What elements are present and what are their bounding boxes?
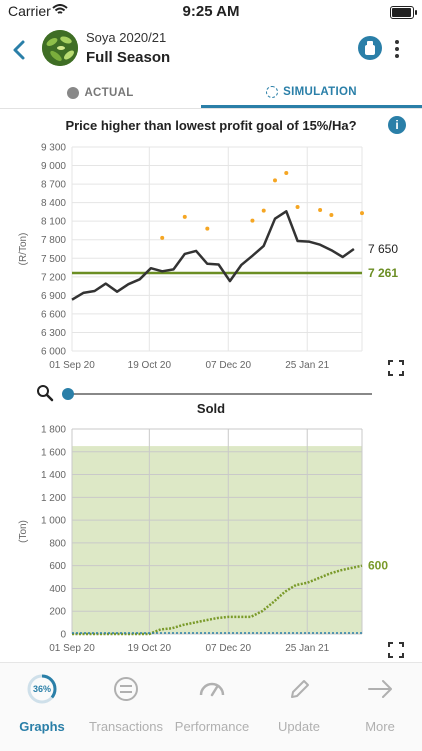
gauge-icon <box>199 682 225 697</box>
target-price-point <box>284 170 289 175</box>
pencil-icon <box>291 680 309 698</box>
y-axis-label: (Ton) <box>18 520 29 543</box>
target-price-point <box>273 178 277 183</box>
price-chart: 9 300 9 000 8 700 8 400 8 100 7 800 7 500 7 200… <box>18 143 398 372</box>
magnifier-icon <box>37 385 54 402</box>
y-tick-label: 7 500 <box>41 254 66 265</box>
y-tick-label: 0 <box>60 630 66 641</box>
transactions-icon <box>114 677 138 701</box>
y-tick-label: 600 <box>49 561 66 572</box>
crop-photo-icon <box>42 30 78 66</box>
nav-more[interactable]: More <box>338 663 422 751</box>
y-tick-label: 6 300 <box>41 328 66 339</box>
nav-transactions-label: Transactions <box>89 719 163 734</box>
y-tick-label: 1 600 <box>41 447 66 458</box>
arrow-right-icon <box>368 680 392 698</box>
y-tick-label: 1 800 <box>41 425 66 436</box>
target-price-point <box>318 208 323 213</box>
zoom-slider-track[interactable] <box>66 393 372 395</box>
user-profile-button[interactable] <box>358 36 382 60</box>
x-tick-label: 07 Dec 20 <box>205 643 251 654</box>
simulation-icon <box>266 85 279 98</box>
y-tick-label: 1 000 <box>41 516 66 527</box>
price-chart-title: Price higher than lowest profit goal of … <box>65 118 357 133</box>
crop-avatar <box>42 30 78 66</box>
app-header: Soya 2020/21 Full Season <box>0 24 422 76</box>
nav-performance-label: Performance <box>174 719 250 734</box>
fullscreen-icon[interactable] <box>388 642 404 658</box>
nav-performance[interactable]: Performance <box>170 663 254 751</box>
y-tick-label: 8 700 <box>41 180 66 191</box>
farmer-icon <box>359 37 381 59</box>
target-price-point <box>329 213 334 217</box>
sold-value-label: 600 <box>368 559 388 573</box>
progress-ring-icon <box>27 674 57 704</box>
crop-name: Soya 2020/21 <box>86 30 167 45</box>
status-bar: Carrier 9:25 AM <box>0 0 422 24</box>
info-icon[interactable]: i <box>388 116 406 134</box>
zoom-slider-thumb[interactable] <box>62 388 74 400</box>
target-area <box>72 446 362 634</box>
tab-simulation-label: SIMULATION <box>283 85 357 98</box>
view-tabs: ACTUAL SIMULATION <box>0 78 422 109</box>
y-tick-label: 800 <box>49 538 66 549</box>
y-axis-label: (R/Ton) <box>18 233 29 266</box>
tab-simulation[interactable]: SIMULATION <box>201 78 422 108</box>
nav-update[interactable]: Update <box>257 663 341 751</box>
nav-transactions[interactable]: Transactions <box>84 663 168 751</box>
sold-chart: 1 800 1 600 1 400 1 200 1 000 800 600 400 200 0 01… <box>18 425 388 655</box>
target-price-point <box>205 226 210 231</box>
season-name: Full Season <box>86 49 171 66</box>
y-tick-label: 6 900 <box>41 291 66 302</box>
x-tick-label: 01 Sep 20 <box>49 643 95 654</box>
x-tick-label: 19 Oct 20 <box>128 643 172 654</box>
target-price-point <box>182 214 187 219</box>
bottom-navigation: 36% Graphs Transactions Performance Upda… <box>0 662 422 751</box>
sold-chart-title: Sold <box>196 401 226 416</box>
wifi-icon <box>52 4 68 14</box>
x-tick-label: 07 Dec 20 <box>205 360 251 371</box>
target-price-point <box>250 218 255 223</box>
sold-line <box>72 564 363 636</box>
goal-value-label: 7 261 <box>368 266 398 280</box>
price-line <box>71 210 355 301</box>
play-icon <box>67 87 80 99</box>
y-tick-label: 7 200 <box>41 272 66 283</box>
target-price-point <box>295 204 300 209</box>
y-tick-label: 9 000 <box>41 161 66 172</box>
x-tick-label: 19 Oct 20 <box>128 360 172 371</box>
tab-actual-label: ACTUAL <box>84 87 134 99</box>
y-tick-label: 400 <box>49 584 66 595</box>
target-price-point <box>261 208 266 213</box>
more-vertical-icon[interactable] <box>390 36 404 62</box>
progress-label: 36% <box>32 684 51 694</box>
nav-graphs-label: Graphs <box>19 719 65 734</box>
y-tick-label: 8 100 <box>41 217 66 228</box>
clock: 9:25 AM <box>182 3 240 20</box>
y-tick-label: 6 000 <box>41 347 66 358</box>
x-tick-label: 25 Jan 21 <box>285 360 329 371</box>
fullscreen-icon[interactable] <box>388 360 404 376</box>
y-tick-label: 7 800 <box>41 235 66 246</box>
tab-actual[interactable]: ACTUAL <box>0 78 201 108</box>
x-tick-label: 25 Jan 21 <box>285 643 329 654</box>
x-tick-label: 01 Sep 20 <box>49 360 95 371</box>
y-tick-label: 200 <box>49 607 66 618</box>
carrier-label: Carrier <box>8 3 51 19</box>
nav-update-label: Update <box>278 719 320 734</box>
y-tick-label: 6 600 <box>41 309 66 320</box>
nav-more-label: More <box>365 719 395 734</box>
nav-graphs[interactable]: 36% Graphs <box>0 663 84 751</box>
price-value-label: 7 650 <box>368 242 398 256</box>
y-tick-label: 1 400 <box>41 470 66 481</box>
y-tick-label: 1 200 <box>41 493 66 504</box>
y-tick-label: 9 300 <box>41 143 66 154</box>
zoom-control <box>36 384 372 404</box>
y-tick-label: 8 400 <box>41 198 66 209</box>
back-chevron-icon[interactable] <box>8 36 32 64</box>
battery-icon <box>390 6 417 19</box>
target-price-point <box>360 211 364 216</box>
target-price-point <box>160 235 165 240</box>
